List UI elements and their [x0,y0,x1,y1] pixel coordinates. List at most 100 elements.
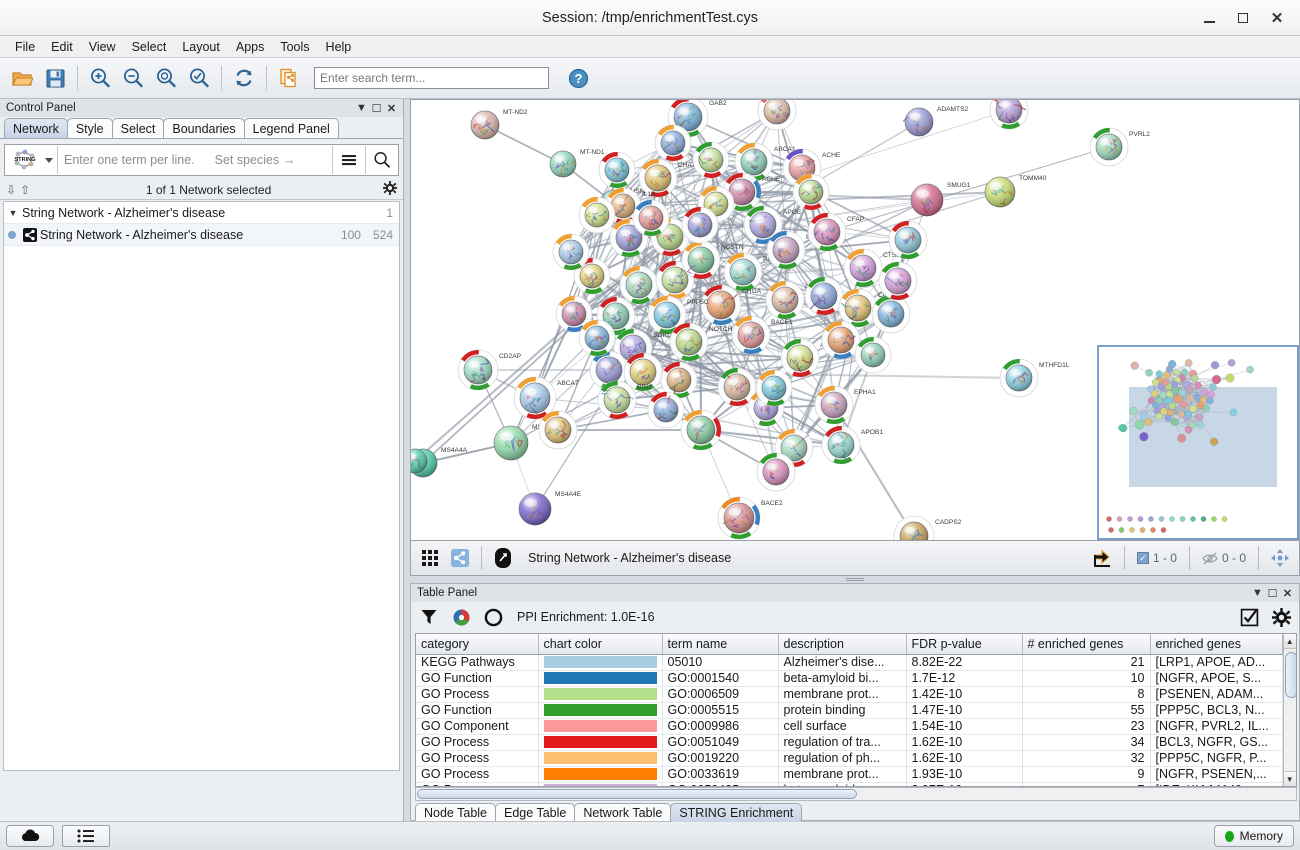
network-node[interactable] [692,141,730,179]
network-node[interactable]: MS4A4E [518,491,582,526]
col-enriched-genes[interactable]: enriched genes [1150,634,1283,655]
help-button[interactable]: ? [562,62,594,94]
maximize-button[interactable] [1226,3,1260,33]
chart-color-button[interactable] [449,605,473,629]
chevron-down-icon[interactable]: ▼ [8,207,18,218]
select-all-button[interactable] [1237,605,1261,629]
network-node[interactable]: ADAMTS2 [902,106,969,137]
table-row[interactable]: GO Component GO:0009986 cell surface 1.54E-… [416,718,1283,735]
table-row[interactable]: GO Function GO:0005515 protein binding 1.47… [416,702,1283,719]
collapse-all-icon[interactable]: ⇩ [6,182,17,197]
network-node[interactable]: PSENEN [765,280,832,320]
network-node[interactable]: ABCA7 [513,376,579,420]
scroll-down-arrow[interactable]: ▼ [1283,771,1296,786]
string-options-button[interactable] [333,145,365,175]
tab-network-table[interactable]: Network Table [574,803,672,822]
scroll-thumb[interactable] [1284,652,1296,698]
network-node[interactable]: APOE [743,205,802,245]
tab-select[interactable]: Select [111,118,165,138]
network-node[interactable] [871,294,911,334]
network-node[interactable]: NOTCH1 [669,322,736,362]
network-node[interactable]: CFAP [807,212,865,252]
network-canvas[interactable]: MT-ND2 MT-ND1 VSNL1 CD2AP MS4A6A MS4A4A MS4A4E… [410,99,1300,541]
table-settings-button[interactable] [1269,605,1293,629]
network-node[interactable]: CHAT [638,158,695,198]
network-node[interactable]: CDK5 [838,288,896,328]
network-node[interactable]: APOB1 [821,425,883,465]
network-node[interactable]: MS4A6A [493,424,559,461]
network-node[interactable] [774,428,814,468]
network-node[interactable]: BIN1 [597,380,652,420]
string-search-button[interactable] [366,145,398,175]
network-node[interactable] [854,336,892,374]
network-node[interactable] [756,452,796,492]
col-chart-color[interactable]: chart color [538,634,663,655]
hscroll-thumb[interactable] [417,789,857,799]
network-node[interactable]: ABCA1 [734,142,796,182]
menu-layout[interactable]: Layout [182,39,220,54]
hidden-edges-indicator[interactable]: 0 - 0 [1196,551,1252,565]
save-session-button[interactable] [39,62,71,94]
network-node[interactable] [792,173,830,211]
close-panel-icon[interactable]: ✕ [1282,587,1293,600]
birds-eye-view[interactable] [1097,345,1299,540]
task-list-button[interactable] [62,825,110,847]
chevron-down-icon[interactable]: ▼ [356,102,367,114]
table-row[interactable]: GO Function GO:0001540 beta-amyloid bi... 1… [416,670,1283,687]
table-horizontal-scrollbar[interactable] [415,787,1297,801]
network-settings-button[interactable] [383,181,397,198]
refresh-button[interactable] [228,62,260,94]
network-node[interactable]: PVRL2 [1089,127,1150,167]
network-node[interactable]: MTHFD1L [999,358,1070,398]
col-fdr-pvalue[interactable]: FDR p-value [906,634,1023,655]
network-node[interactable]: CYP19A1 [619,265,688,305]
network-node[interactable] [888,220,928,260]
network-node[interactable] [804,276,844,316]
zoom-fit-network-button[interactable] [150,62,182,94]
network-node[interactable] [660,361,698,399]
network-node[interactable] [878,261,918,301]
menu-apps[interactable]: Apps [235,39,265,54]
network-node[interactable] [757,100,797,131]
memory-button[interactable]: Memory [1213,825,1294,847]
tab-style[interactable]: Style [66,118,113,138]
filter-button[interactable] [417,605,441,629]
network-node[interactable]: NCSTN [681,240,744,280]
network-node[interactable] [632,199,670,237]
export-image-button[interactable] [1088,544,1118,572]
network-node[interactable] [989,100,1029,130]
export-network-button[interactable] [273,62,305,94]
menu-edit[interactable]: Edit [51,39,73,54]
tab-boundaries[interactable]: Boundaries [163,118,245,138]
float-panel-icon[interactable]: ☐ [1267,587,1278,600]
network-node[interactable]: CTSD [843,248,901,288]
network-node[interactable] [596,296,636,336]
annotation-button[interactable] [488,544,518,572]
zoom-fit-selected-button[interactable] [183,62,215,94]
panel-splitter[interactable] [410,576,1300,583]
minimize-button[interactable] [1192,3,1226,33]
network-node[interactable] [654,124,692,162]
network-node[interactable] [681,206,719,244]
network-node[interactable] [552,233,590,271]
table-row[interactable]: KEGG Pathways 05010 Alzheimer's dise... 8.8… [416,654,1283,671]
search-input[interactable]: Enter search term... [314,67,549,89]
network-node[interactable]: BDNF [766,230,824,270]
network-node[interactable] [623,352,663,392]
donut-chart-button[interactable] [481,605,505,629]
menu-view[interactable]: View [88,39,116,54]
tree-row-root[interactable]: ▼ String Network - Alzheimer's disease 1 [4,202,399,224]
network-node[interactable] [538,410,578,450]
network-node[interactable]: EPHA1 [814,385,876,425]
network-node[interactable] [647,391,685,429]
table-row[interactable]: GO Process GO:0050435beta-amyloid m...2.0… [416,782,1283,786]
network-node[interactable]: MT-ND1 [549,149,605,178]
tab-node-table[interactable]: Node Table [415,803,497,822]
col-description[interactable]: description [778,634,907,655]
network-node[interactable] [598,151,636,189]
table-row[interactable]: GO Process GO:0051049 regulation of tra...… [416,734,1283,751]
tab-legend-panel[interactable]: Legend Panel [243,118,339,138]
network-node[interactable] [755,369,793,407]
zoom-in-button[interactable] [84,62,116,94]
network-node[interactable] [821,320,861,360]
